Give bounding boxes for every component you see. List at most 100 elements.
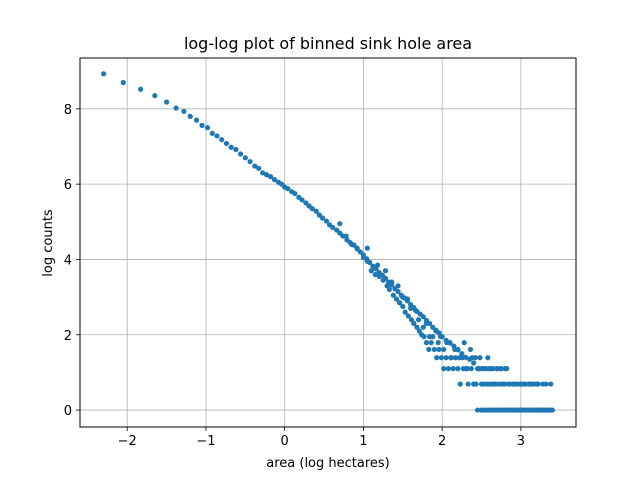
data-point (267, 174, 274, 180)
data-point (460, 355, 466, 361)
data-point (488, 366, 494, 372)
data-point (535, 381, 541, 387)
data-point (319, 215, 326, 221)
x-axis-label: area (log hectares) (266, 456, 390, 471)
data-point (242, 155, 248, 161)
data-point (530, 381, 537, 387)
data-point (423, 340, 430, 346)
y-axis-label: log counts (41, 209, 56, 277)
data-point (441, 346, 447, 353)
data-point (138, 86, 144, 92)
data-point (449, 355, 455, 361)
data-point (477, 355, 483, 361)
data-point (380, 277, 386, 283)
data-point (404, 296, 411, 302)
data-point (485, 355, 491, 361)
data-point (360, 254, 367, 261)
data-point (263, 172, 270, 178)
data-point (393, 296, 400, 302)
x-tick-label: 0 (281, 434, 289, 449)
y-tick-label: 6 (64, 178, 72, 193)
y-axis: 0 2 4 6 8 (64, 103, 80, 419)
data-point (515, 381, 521, 387)
data-point (540, 407, 546, 413)
data-point (452, 355, 459, 361)
data-point (323, 218, 330, 224)
data-point (364, 258, 370, 264)
data-point (464, 366, 470, 372)
data-point (465, 381, 471, 387)
data-point (204, 125, 211, 131)
data-point (187, 113, 193, 119)
y-tick-label: 2 (64, 329, 72, 344)
data-point (443, 355, 449, 361)
data-point (516, 407, 522, 413)
data-point (524, 407, 530, 413)
data-point (445, 366, 452, 372)
data-point (426, 346, 432, 353)
data-point (386, 286, 393, 293)
data-point (375, 262, 381, 268)
data-point (412, 307, 418, 313)
x-tick-label: 2 (438, 434, 446, 449)
data-point (164, 99, 170, 105)
x-tick-label: 1 (359, 434, 367, 449)
x-tick-label: −2 (118, 434, 137, 449)
grid-lines (80, 58, 576, 427)
data-point (209, 130, 215, 136)
data-point (400, 303, 406, 310)
data-point (461, 340, 467, 346)
data-point (395, 288, 401, 295)
data-point (260, 170, 266, 176)
data-point (309, 206, 315, 212)
data-point (473, 381, 479, 387)
data-point (313, 208, 319, 214)
data-point (420, 324, 426, 330)
data-point (271, 177, 278, 183)
data-point (238, 151, 244, 157)
data-point (101, 71, 107, 77)
data-point (416, 328, 422, 334)
data-point (543, 381, 549, 387)
data-point (480, 407, 486, 413)
data-point (219, 137, 225, 143)
data-point (376, 273, 382, 279)
data-point (173, 105, 179, 111)
data-point (431, 346, 437, 353)
data-point (223, 140, 230, 147)
data-point (228, 144, 234, 150)
data-point (523, 381, 529, 387)
data-point (450, 366, 456, 372)
data-point (390, 292, 396, 298)
data-point (434, 355, 440, 361)
data-point (199, 122, 205, 128)
y-tick-label: 4 (64, 253, 72, 268)
data-point (349, 241, 355, 247)
data-point (330, 224, 336, 231)
data-point (468, 366, 474, 372)
data-point (120, 79, 126, 86)
data-point (457, 381, 463, 387)
data-point (483, 366, 489, 372)
data-point (411, 320, 417, 327)
data-point (504, 366, 510, 372)
data-point (408, 305, 414, 311)
y-tick-label: 0 (64, 404, 72, 419)
data-point (447, 340, 453, 346)
x-tick-label: −1 (196, 434, 215, 449)
data-point (405, 313, 411, 319)
data-point (455, 346, 461, 353)
data-point (400, 294, 406, 300)
data-point (441, 366, 447, 372)
data-point (368, 268, 374, 274)
data-point (299, 197, 305, 203)
data-point (343, 233, 349, 239)
data-point (233, 146, 239, 153)
data-point (415, 317, 422, 323)
data-point (256, 165, 262, 171)
data-point (491, 381, 497, 387)
y-tick-label: 8 (64, 103, 72, 118)
data-point (292, 190, 298, 197)
x-tick-label: 3 (517, 434, 525, 449)
